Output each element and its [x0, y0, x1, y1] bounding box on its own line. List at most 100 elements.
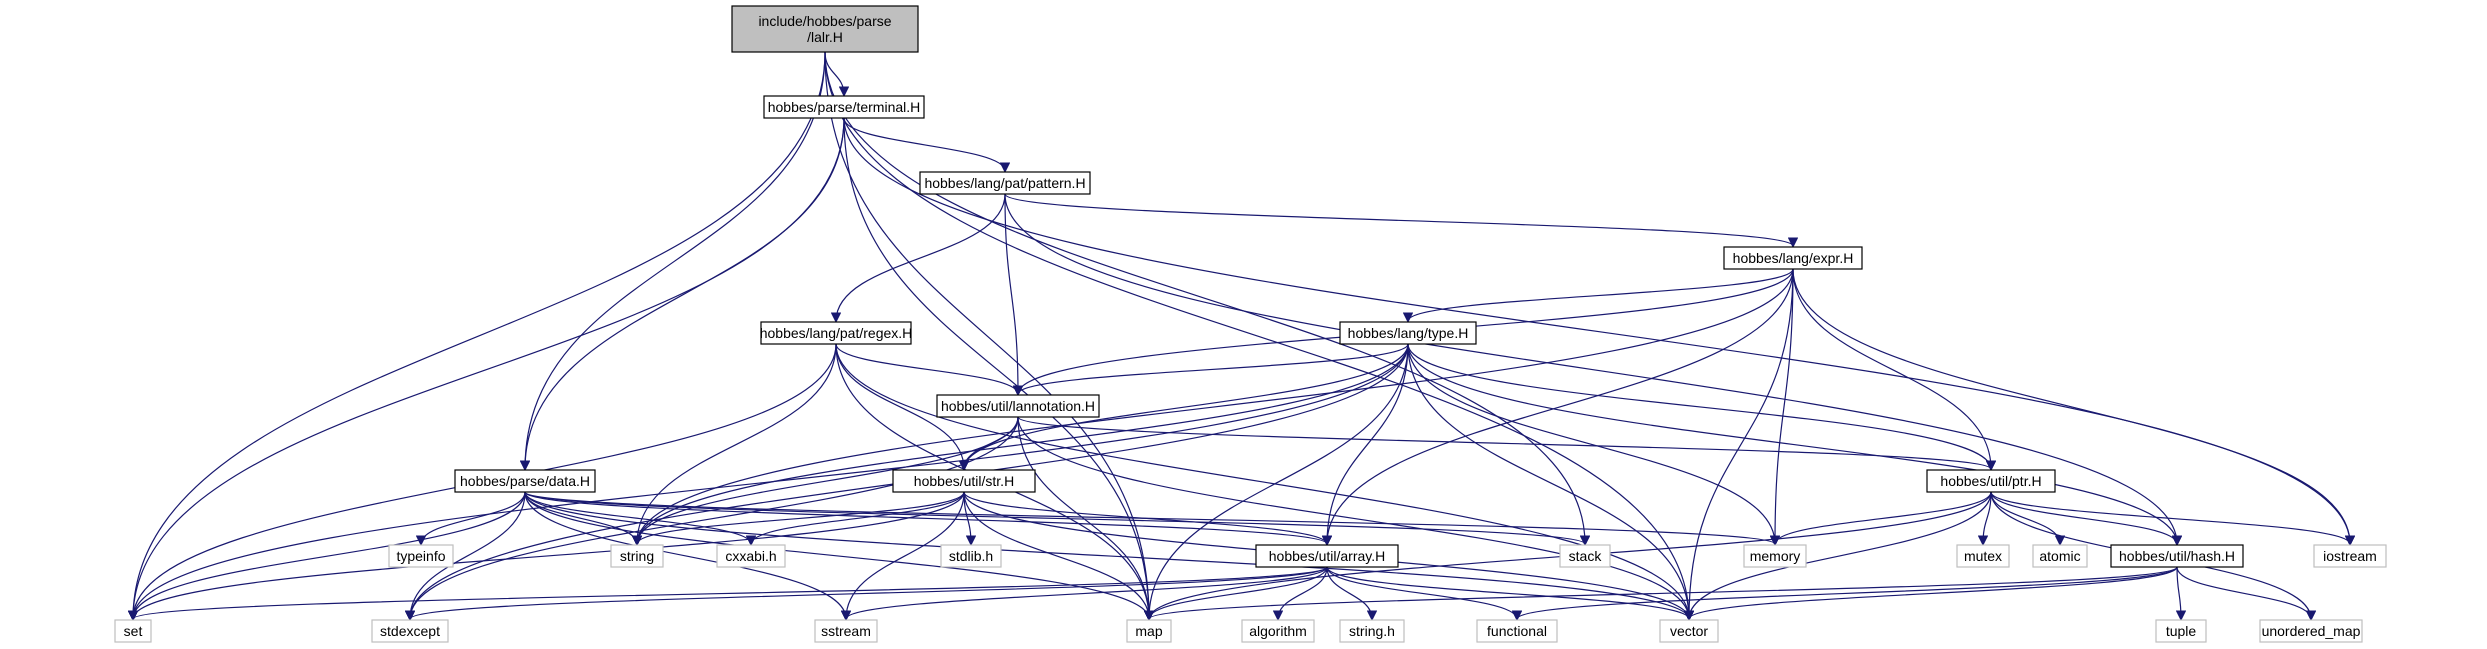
edge-lalr-to-terminal [824, 51, 844, 95]
edge-hash-to-unordered_map [2176, 566, 2311, 619]
node-expr-box [1723, 246, 1863, 270]
edge-array-to-algorithm [1278, 566, 1328, 619]
node-string-box [610, 544, 664, 568]
edge-ptr-to-mutex [1983, 491, 1992, 544]
node-type[interactable]: hobbes/lang/type.H [1339, 321, 1477, 345]
node-cxxabi-box [716, 544, 786, 568]
edge-lalr-to-stack [824, 51, 1585, 544]
node-tuple: tuple [2155, 619, 2207, 643]
node-terminal[interactable]: hobbes/parse/terminal.H [763, 95, 925, 119]
node-mutex-box [1956, 544, 2010, 568]
edge-ptr-to-hash [1990, 491, 2177, 544]
node-array[interactable]: hobbes/util/array.H [1255, 544, 1399, 568]
edge-type-to-ptr [1407, 343, 1991, 469]
edge-type-to-vector [1407, 343, 1689, 619]
node-sstream: sstream [814, 619, 878, 643]
edge-type-to-hash [1407, 343, 2177, 544]
edge-lannotation-to-ptr [1017, 416, 1991, 469]
node-hash[interactable]: hobbes/util/hash.H [2110, 544, 2244, 568]
node-lannotation[interactable]: hobbes/util/lannotation.H [936, 394, 1100, 418]
node-layer: include/hobbes/parse/lalr.H hobbes/parse/… [114, 5, 2387, 643]
node-data-box [454, 469, 596, 493]
node-regex[interactable]: hobbes/lang/pat/regex.H [760, 321, 913, 345]
node-stringh-label: string.h [1349, 623, 1395, 639]
edge-data-to-memory [524, 491, 1775, 544]
node-stdlib: stdlib.h [940, 544, 1002, 568]
node-stdlib-box [940, 544, 1002, 568]
edge-data-to-map [524, 491, 1149, 619]
node-typeinfo-label: typeinfo [396, 548, 445, 564]
node-str-box [892, 469, 1036, 493]
edge-ptr-to-atomic [1990, 491, 2060, 544]
node-lannotation-box [936, 394, 1100, 418]
node-ptr-label: hobbes/util/ptr.H [1940, 473, 2041, 489]
node-unordered_map-label: unordered_map [2262, 623, 2361, 639]
edge-data-to-sstream [524, 491, 846, 619]
edge-hash-to-map [1149, 566, 2178, 619]
node-data-label: hobbes/parse/data.H [460, 473, 590, 489]
node-mutex-label: mutex [1964, 548, 2002, 564]
node-unordered_map-box [2259, 619, 2363, 643]
node-tuple-box [2155, 619, 2207, 643]
edge-str-to-set [133, 491, 965, 619]
edge-str-to-map [963, 491, 1149, 619]
node-map-label: map [1135, 623, 1162, 639]
edge-regex-to-vector [835, 343, 1689, 619]
edge-data-to-cxxabi [524, 491, 751, 544]
node-string: string [610, 544, 664, 568]
node-string-label: string [620, 548, 654, 564]
node-iostream-box [2313, 544, 2387, 568]
node-data[interactable]: hobbes/parse/data.H [454, 469, 596, 493]
node-typeinfo-box [388, 544, 454, 568]
edge-data-to-stack [524, 491, 1585, 544]
edge-lalr-to-data [525, 51, 826, 469]
node-pattern-box [919, 171, 1091, 195]
edge-type-to-set [133, 343, 1409, 619]
edge-ptr-to-memory [1775, 491, 1992, 544]
node-str[interactable]: hobbes/util/str.H [892, 469, 1036, 493]
node-expr[interactable]: hobbes/lang/expr.H [1723, 246, 1863, 270]
edge-type-to-memory [1407, 343, 1775, 544]
edge-array-to-sstream [846, 566, 1328, 619]
node-regex-box [760, 321, 912, 345]
edge-terminal-to-set [133, 117, 845, 619]
node-lalr[interactable]: include/hobbes/parse/lalr.H [731, 5, 919, 53]
node-ptr[interactable]: hobbes/util/ptr.H [1926, 469, 2056, 493]
node-unordered_map: unordered_map [2259, 619, 2363, 643]
node-lalr-box [731, 5, 919, 53]
node-lalr-label-line-2: /lalr.H [807, 29, 843, 45]
node-sstream-box [814, 619, 878, 643]
node-functional-box [1476, 619, 1558, 643]
edge-regex-to-string [637, 343, 837, 544]
node-pattern[interactable]: hobbes/lang/pat/pattern.H [919, 171, 1091, 195]
node-iostream: iostream [2313, 544, 2387, 568]
edge-array-to-functional [1326, 566, 1517, 619]
node-regex-label: hobbes/lang/pat/regex.H [760, 325, 913, 341]
node-sstream-label: sstream [821, 623, 871, 639]
edge-expr-to-type [1408, 268, 1794, 321]
node-functional: functional [1476, 619, 1558, 643]
node-mutex: mutex [1956, 544, 2010, 568]
edge-regex-to-str [835, 343, 964, 469]
node-str-label: hobbes/util/str.H [914, 473, 1014, 489]
node-vector: vector [1659, 619, 1719, 643]
node-atomic: atomic [2032, 544, 2088, 568]
edge-lannotation-to-vector [1017, 416, 1689, 619]
node-hash-box [2110, 544, 2244, 568]
node-type-box [1339, 321, 1477, 345]
edge-data-to-array [524, 491, 1327, 544]
node-algorithm-label: algorithm [1249, 623, 1307, 639]
node-array-label: hobbes/util/array.H [1269, 548, 1385, 564]
node-atomic-label: atomic [2039, 548, 2080, 564]
node-lannotation-label: hobbes/util/lannotation.H [941, 398, 1095, 414]
edge-array-to-set [133, 566, 1328, 619]
edge-data-to-string [524, 491, 637, 544]
node-array-box [1255, 544, 1399, 568]
node-stack-box [1559, 544, 1611, 568]
edge-pattern-to-lannotation [1004, 193, 1018, 394]
node-vector-box [1659, 619, 1719, 643]
edge-pattern-to-expr [1004, 193, 1793, 246]
node-algorithm-box [1241, 619, 1315, 643]
node-memory-box [1743, 544, 1807, 568]
edge-type-to-lannotation [1018, 343, 1409, 394]
